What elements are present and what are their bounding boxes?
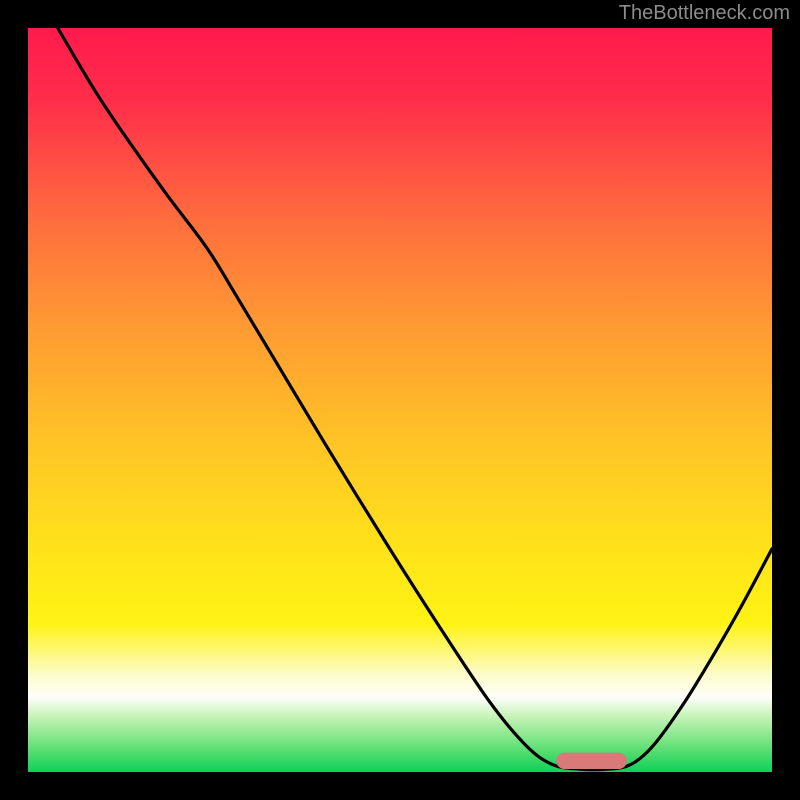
watermark-text: TheBottleneck.com	[619, 2, 790, 25]
chart-area	[28, 28, 772, 772]
optimal-range-marker	[28, 28, 772, 772]
